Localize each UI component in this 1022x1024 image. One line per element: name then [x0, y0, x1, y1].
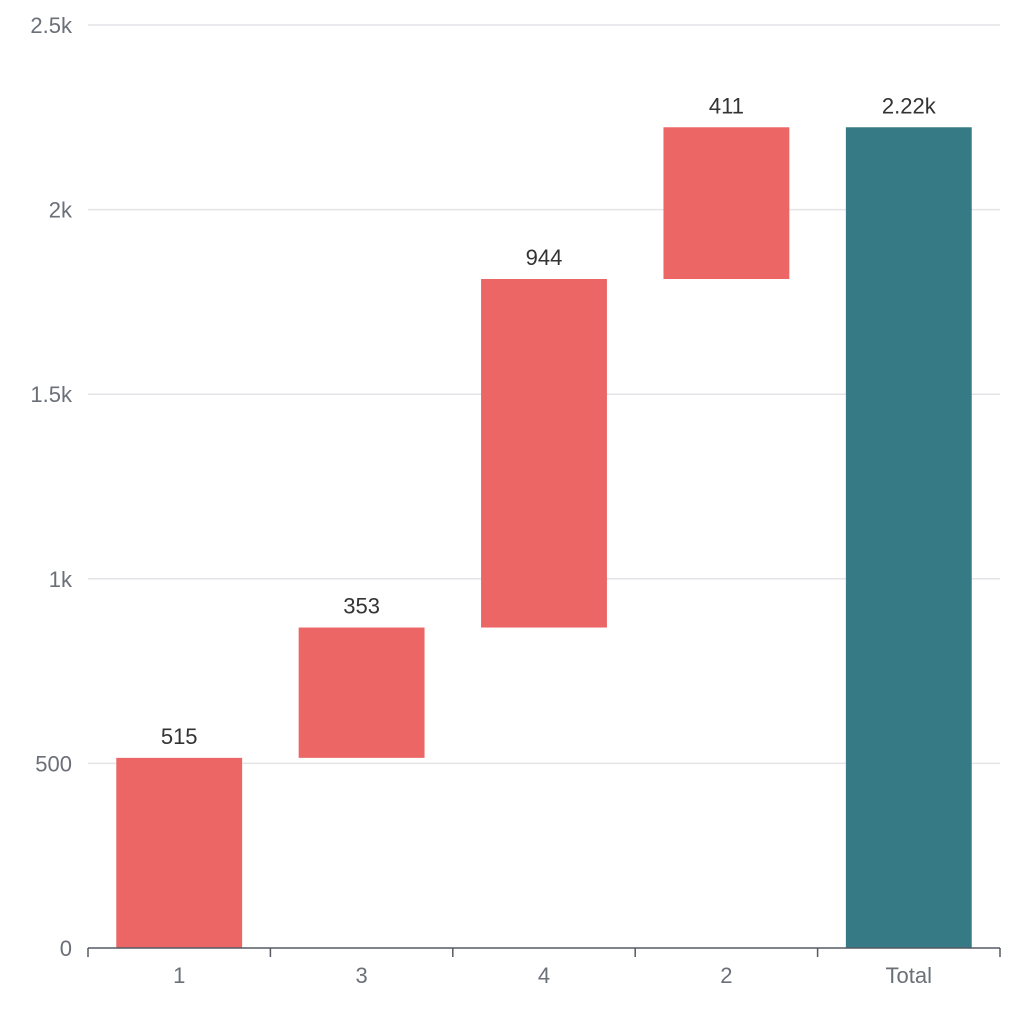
delta-bar [298, 627, 425, 758]
y-tick-label: 500 [35, 751, 72, 776]
x-tick-label: 4 [538, 963, 550, 988]
bar-layer [116, 127, 972, 948]
axis-layer: 0 500 1k 1.5k 2k 2.5k 1 3 4 2 Total [30, 13, 1001, 988]
x-tick-label: 2 [720, 963, 732, 988]
data-label: 353 [343, 594, 380, 619]
y-tick-label: 1k [49, 567, 73, 592]
delta-bar [663, 127, 790, 280]
delta-bar [116, 757, 243, 948]
x-tick-label: 1 [173, 963, 185, 988]
label-layer: 515 353 944 411 2.22k [161, 93, 937, 749]
x-tick-label: 3 [355, 963, 367, 988]
y-tick-label: 0 [60, 936, 72, 961]
total-bar [845, 127, 972, 948]
data-label: 2.22k [882, 93, 937, 118]
y-tick-label: 2k [49, 198, 73, 223]
data-label: 515 [161, 724, 198, 749]
x-tick-label: Total [886, 963, 932, 988]
data-label: 944 [526, 245, 563, 270]
y-tick-label: 2.5k [30, 13, 73, 38]
data-label: 411 [709, 93, 744, 118]
delta-bar [481, 279, 607, 628]
y-tick-label: 1.5k [30, 382, 73, 407]
